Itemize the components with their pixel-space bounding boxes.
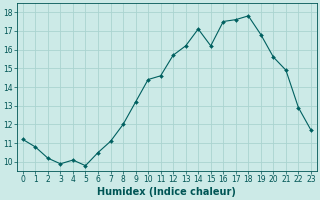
X-axis label: Humidex (Indice chaleur): Humidex (Indice chaleur) (98, 187, 236, 197)
